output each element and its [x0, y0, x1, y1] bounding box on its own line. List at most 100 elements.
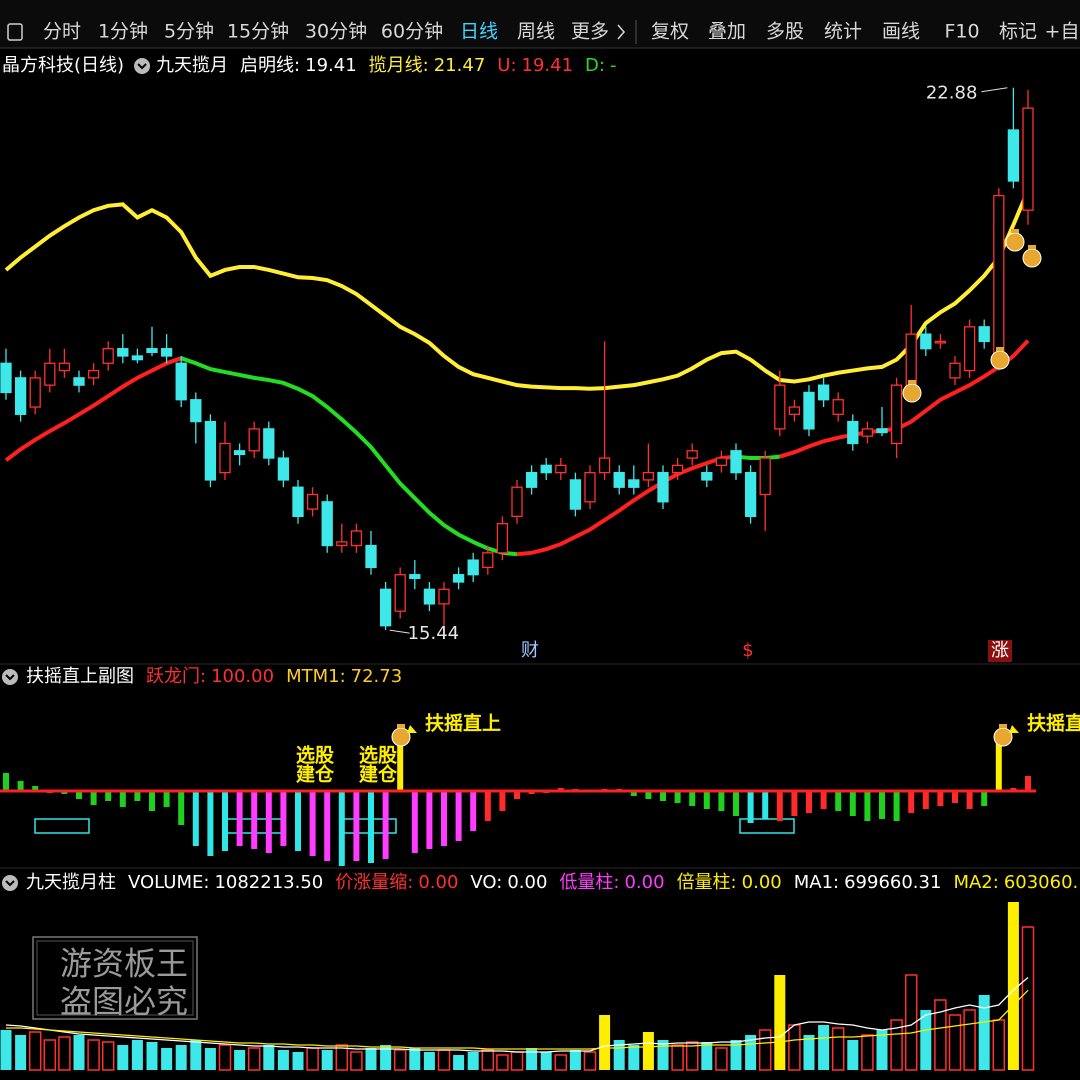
bar [119, 791, 126, 807]
toolbar-tab[interactable]: 更多 [571, 21, 609, 43]
bar [426, 791, 433, 849]
toolbar-tab[interactable]: 分时 [43, 21, 81, 43]
bar [292, 1052, 304, 1070]
legend-value: 19.41 [305, 55, 357, 76]
toolbar-tab[interactable]: 5分钟 [164, 21, 214, 43]
menu-icon[interactable] [7, 23, 23, 41]
bar [730, 1040, 742, 1070]
signal-annotation: 建仓 [296, 763, 335, 786]
toolbar-tab[interactable]: 统计 [824, 21, 862, 43]
candle-body [160, 348, 173, 357]
bar [76, 791, 82, 799]
candle-body [905, 333, 917, 386]
toolbar-tab[interactable]: 60分钟 [381, 21, 443, 43]
legend-label: VO: [470, 872, 502, 893]
bar [1025, 776, 1031, 791]
candle-body [263, 428, 275, 459]
bar [175, 1045, 187, 1070]
bar [368, 791, 374, 863]
candle-body [861, 428, 874, 437]
bar [981, 791, 988, 806]
bar [685, 1041, 699, 1071]
toolbar-tab[interactable]: 画线 [882, 21, 920, 43]
candle-body [58, 362, 71, 372]
bar [484, 791, 491, 821]
money-bag-icon [1011, 229, 1019, 233]
bar [117, 1045, 129, 1070]
bar [963, 1009, 976, 1071]
ma-line [6, 989, 1029, 1050]
candle-body [204, 420, 217, 481]
candle-body [730, 450, 742, 474]
bar [28, 1031, 42, 1071]
candle-body [584, 471, 596, 503]
bar [864, 791, 871, 821]
toolbar-tab[interactable]: +自 [1045, 21, 1080, 43]
bar [163, 791, 170, 807]
toolbar-tab[interactable]: F10 [944, 21, 979, 43]
bar [496, 1054, 509, 1071]
bar [380, 1045, 392, 1070]
bar [350, 1051, 363, 1071]
candle-body [14, 377, 27, 415]
signal-annotation: 建仓 [359, 763, 398, 786]
bar [689, 791, 696, 806]
candle-body [1007, 129, 1020, 182]
candle-body [29, 377, 41, 408]
chart-title: 晶方科技(日线) [2, 55, 124, 76]
money-bag-icon [996, 347, 1004, 351]
toolbar-tab[interactable]: 1分钟 [98, 21, 148, 43]
toolbar-tab[interactable]: 多股 [766, 21, 804, 43]
bar [674, 791, 681, 803]
bar [17, 781, 24, 791]
bar [455, 791, 462, 841]
bar [849, 791, 856, 816]
toolbar-tab[interactable]: 30分钟 [305, 21, 367, 43]
bar [835, 791, 842, 811]
bar [645, 791, 652, 799]
bar [265, 791, 272, 853]
money-bag-icon [1028, 245, 1036, 249]
candle-body [423, 588, 436, 605]
bar [280, 791, 287, 846]
bar [32, 786, 39, 791]
chart-title: 九天揽月柱 [26, 872, 116, 893]
collapse-icon [2, 669, 18, 685]
legend-value: 21.47 [434, 55, 486, 76]
bar [423, 1052, 435, 1070]
dawn-line [735, 454, 780, 461]
bar [277, 1049, 289, 1070]
toolbar-tab[interactable]: 周线 [517, 21, 555, 43]
pointer-icon [1009, 725, 1019, 733]
candle-body [321, 501, 333, 547]
bar [978, 995, 990, 1070]
toolbar-tab[interactable]: 复权 [651, 21, 689, 43]
toolbar-tab[interactable]: 15分钟 [227, 21, 289, 43]
event-marker: 涨 [991, 640, 1009, 661]
toolbar-tab[interactable]: 日线 [460, 21, 498, 43]
bar [879, 791, 885, 819]
bar [660, 791, 666, 801]
collapse-icon [5, 880, 15, 887]
money-bag-icon [391, 727, 411, 747]
legend-value: 72.73 [351, 666, 403, 687]
bar [382, 791, 389, 859]
bar [718, 791, 725, 811]
bar [178, 791, 185, 825]
legend-value: 0.00 [418, 872, 458, 893]
bar [803, 1034, 815, 1070]
bar [335, 1044, 349, 1071]
bar [397, 741, 404, 791]
signal-annotation: 扶摇直上 [1027, 712, 1080, 735]
legend-label: MA1: [794, 872, 839, 893]
legend-label: 揽月线: [369, 55, 429, 76]
candle-body [44, 362, 56, 386]
bar [934, 999, 947, 1071]
toolbar-tab[interactable]: 叠加 [708, 21, 746, 43]
candle-body [701, 471, 713, 481]
legend-label: MA2: [953, 872, 998, 893]
toolbar-tab[interactable]: 标记 [999, 21, 1037, 43]
bar [263, 1045, 275, 1070]
bar [353, 791, 360, 861]
dawn-line [4, 356, 182, 462]
